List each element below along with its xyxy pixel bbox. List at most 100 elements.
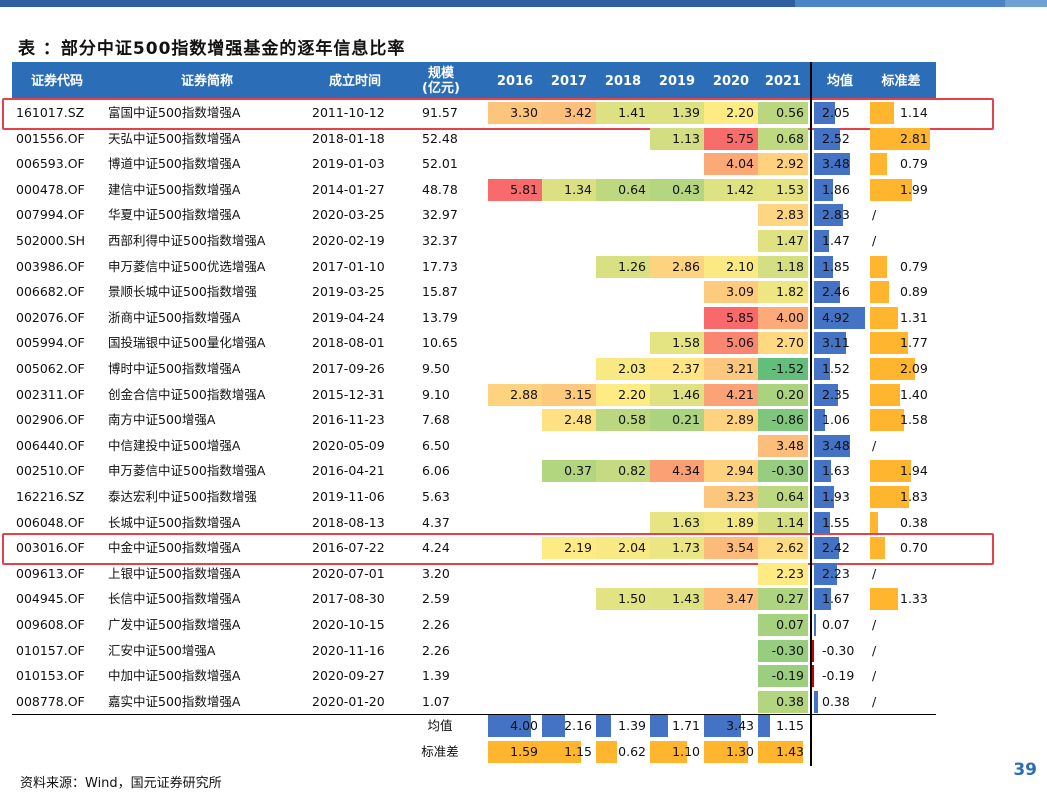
mean-bar xyxy=(814,178,834,201)
mean-bar xyxy=(814,358,830,380)
cell-name: 长城中证500指数增强A xyxy=(108,514,241,530)
footer-mean-value: 1.39 xyxy=(618,718,646,733)
table-row: 010153.OF 中加中证500指数增强A 2020-09-27 1.39 -0.19… xyxy=(12,663,936,689)
cell-date: 2018-08-01 xyxy=(312,335,385,351)
cell-year-value: 0.20 xyxy=(758,383,808,406)
cell-year-value xyxy=(596,512,650,534)
cell-size: 10.65 xyxy=(422,335,458,351)
std-bar xyxy=(870,178,913,201)
cell-size: 48.78 xyxy=(422,181,458,197)
cell-year-value: 1.41 xyxy=(596,102,650,124)
cell-year-value xyxy=(488,435,542,457)
mean-value: 2.42 xyxy=(822,540,850,556)
cell-year-value xyxy=(542,332,596,354)
cell-year-value xyxy=(650,614,704,636)
mean-value: 0.07 xyxy=(822,617,850,632)
cell-code: 006682.OF xyxy=(16,284,85,300)
footer-mean-value: 4.00 xyxy=(510,718,538,733)
footer-mean-bar xyxy=(758,715,770,737)
std-bar xyxy=(870,153,887,176)
cell-year-value xyxy=(596,204,650,226)
table-row: 001556.OF 天弘中证500指数增强A 2018-01-18 52.48 1.13… xyxy=(12,126,936,152)
cell-date: 2017-09-26 xyxy=(312,361,385,376)
cell-year-value xyxy=(542,281,596,303)
cell-year-value xyxy=(596,691,650,713)
cell-year-value xyxy=(542,128,596,150)
cell-year-value xyxy=(488,588,542,610)
std-value: 1.83 xyxy=(900,489,928,504)
mean-bar xyxy=(814,204,844,227)
std-value: 1.77 xyxy=(900,335,928,351)
cell-year-value xyxy=(542,691,596,713)
cell-name: 长信中证500指数增强A xyxy=(108,591,241,607)
table-row: 004945.OF 长信中证500指数增强A 2017-08-30 2.59 1.50 1… xyxy=(12,586,936,612)
mean-value: 3.48 xyxy=(822,156,850,172)
footer-mean-bar xyxy=(704,715,742,737)
cell-year-value xyxy=(650,691,704,713)
std-bar xyxy=(870,358,915,380)
cell-year-value xyxy=(488,640,542,662)
cell-code: 002906.OF xyxy=(16,412,85,428)
table-row: 010157.OF 汇安中证500增强A 2020-11-16 2.26 -0.30 -0… xyxy=(12,638,936,664)
cell-size: 2.26 xyxy=(422,642,450,658)
mean-axis-line xyxy=(810,62,812,767)
cell-year-value: 0.38 xyxy=(758,690,808,713)
footer-std-value: 1.43 xyxy=(776,744,804,759)
cell-year-value: 1.89 xyxy=(704,511,758,534)
cell-year-value xyxy=(650,230,704,252)
cell-year-value xyxy=(596,230,650,252)
cell-year-value xyxy=(542,640,596,662)
footer-std-value: 1.30 xyxy=(726,744,754,759)
header-size: 规模 (亿元) xyxy=(422,66,460,96)
row-highlight-box xyxy=(2,533,994,565)
cell-date: 2020-05-09 xyxy=(312,437,385,453)
cell-name: 博时中证500指数增强A xyxy=(108,361,241,376)
cell-size: 6.50 xyxy=(422,437,450,453)
std-bar xyxy=(870,588,899,611)
cell-year-value: 1.58 xyxy=(650,332,704,355)
cell-year-value: 0.43 xyxy=(650,178,704,201)
cell-date: 2017-01-10 xyxy=(312,258,385,274)
std-bar xyxy=(870,409,904,432)
std-bar xyxy=(870,127,930,150)
cell-year-value xyxy=(488,614,542,636)
cell-year-value xyxy=(704,614,758,636)
cell-code: 162216.SZ xyxy=(16,489,85,504)
std-value: 1.40 xyxy=(900,386,928,402)
mean-value: 4.92 xyxy=(822,309,850,325)
cell-name: 西部利得中证500指数增强A xyxy=(108,233,266,248)
footer-mean-value: 3.43 xyxy=(726,718,754,733)
top-accent-bar xyxy=(0,0,1047,10)
std-value: / xyxy=(872,668,877,684)
cell-year-value: 1.50 xyxy=(596,588,650,611)
cell-code: 000478.OF xyxy=(16,181,85,197)
cell-year-value xyxy=(596,486,650,508)
cell-year-value xyxy=(488,665,542,687)
cell-year-value xyxy=(704,204,758,226)
std-bar xyxy=(870,281,889,304)
footer-mean-bar xyxy=(488,715,532,737)
mean-value: -0.19 xyxy=(822,668,855,684)
mean-bar xyxy=(814,690,818,713)
cell-name: 景顺长城中证500指数增强 xyxy=(108,284,257,300)
cell-year-value: 5.85 xyxy=(704,306,758,329)
std-value: 1.58 xyxy=(900,412,928,428)
std-bar xyxy=(870,511,879,534)
cell-size: 1.07 xyxy=(422,693,450,709)
table-row: 006593.OF 博道中证500指数增强A 2019-01-03 52.01 4.04… xyxy=(12,151,936,177)
cell-name: 建信中证500指数增强A xyxy=(108,181,241,197)
cell-year-value: 3.48 xyxy=(758,434,808,457)
std-value: / xyxy=(872,693,877,709)
mean-bar xyxy=(814,102,836,124)
mean-bar xyxy=(814,230,830,252)
cell-year-value: 1.42 xyxy=(704,178,758,201)
cell-year-value xyxy=(650,307,704,329)
cell-year-value xyxy=(488,332,542,354)
cell-year-value xyxy=(488,256,542,278)
cell-year-value: 2.04 xyxy=(596,537,650,560)
cell-year-value: 2.83 xyxy=(758,204,808,227)
cell-size: 7.68 xyxy=(422,412,450,428)
cell-year-value xyxy=(542,230,596,252)
cell-year-value: 2.86 xyxy=(650,255,704,278)
cell-year-value: 0.64 xyxy=(596,178,650,201)
